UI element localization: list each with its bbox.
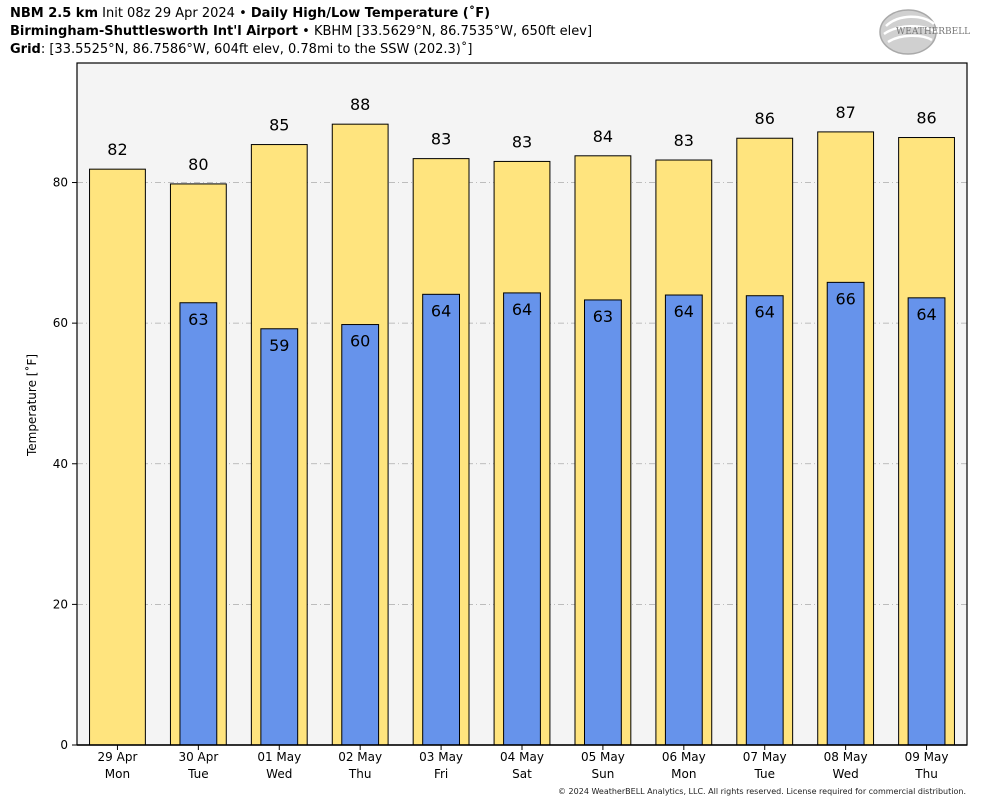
y-axis: 0 20 40 60 80	[53, 176, 77, 752]
high-temp-label: 87	[835, 103, 855, 122]
low-temp-bar	[745, 295, 784, 746]
x-tick-day: Wed	[266, 767, 292, 781]
x-tick-date: 30 Apr	[178, 750, 218, 764]
low-temp-bar	[503, 292, 541, 746]
x-tick-date: 29 Apr	[98, 750, 138, 764]
low-temp-label: 63	[593, 307, 613, 326]
low-temp-label: 64	[674, 302, 694, 321]
high-temp-label: 88	[350, 95, 370, 114]
chart-header-line-1: NBM 2.5 km Init 08z 29 Apr 2024 • Daily …	[10, 5, 490, 22]
high-temp-label: 86	[916, 109, 936, 128]
x-tick-day: Tue	[187, 767, 209, 781]
station-name: Birmingham-Shuttlesworth Int'l Airport	[10, 24, 299, 39]
high-temp-bar	[89, 168, 146, 746]
x-tick-date: 04 May	[500, 750, 544, 764]
x-tick-day: Fri	[434, 767, 448, 781]
high-temp-label: 82	[107, 140, 127, 159]
init-time: Init 08z 29 Apr 2024	[102, 6, 235, 21]
high-temp-label: 80	[188, 155, 208, 174]
low-temp-bar	[907, 297, 946, 746]
grid-details: : [33.5525°N, 86.7586°W, 604ft elev, 0.7…	[40, 42, 473, 57]
high-temp-label: 85	[269, 116, 289, 135]
x-axis: 29 Apr Mon 30 Apr Tue 01 May Wed 02 May Thu 03 M…	[98, 745, 949, 781]
x-tick-date: 03 May	[419, 750, 463, 764]
y-tick-label: 40	[53, 457, 68, 471]
low-temp-bar	[179, 302, 218, 746]
header-separator: •	[302, 24, 310, 39]
logo-wordmark: WEATHERBELL	[896, 27, 970, 37]
low-temp-label: 64	[755, 303, 775, 322]
low-temp-bar	[341, 324, 380, 746]
y-axis-label: Temperature [˚F]	[24, 354, 39, 457]
weatherbell-logo: WEATHERBELL	[879, 9, 970, 55]
x-tick-day: Sun	[591, 767, 614, 781]
x-tick-date: 05 May	[581, 750, 625, 764]
y-tick-label: 80	[53, 176, 68, 190]
low-temp-bar	[584, 299, 622, 746]
grid-label: Grid	[10, 42, 41, 57]
y-tick-label: 0	[60, 738, 68, 752]
high-temp-label: 83	[512, 132, 532, 151]
chart-header-line-2: Birmingham-Shuttlesworth Int'l Airport •…	[10, 23, 592, 40]
low-temp-label: 63	[188, 310, 208, 329]
x-tick-date: 01 May	[257, 750, 301, 764]
high-temp-label: 83	[431, 130, 451, 149]
low-temp-label: 66	[835, 289, 855, 308]
x-tick-day: Mon	[671, 767, 696, 781]
low-temp-label: 64	[916, 305, 936, 324]
y-tick-label: 20	[53, 597, 68, 611]
low-temp-label: 60	[350, 332, 370, 351]
x-tick-date: 06 May	[662, 750, 706, 764]
low-temp-bar	[664, 294, 703, 746]
high-temp-label: 86	[755, 109, 775, 128]
high-temp-label: 83	[674, 131, 694, 150]
copyright-footer: © 2024 WeatherBELL Analytics, LLC. All r…	[558, 787, 966, 796]
x-tick-date: 02 May	[338, 750, 382, 764]
low-temp-label: 59	[269, 336, 289, 355]
x-tick-day: Tue	[753, 767, 775, 781]
high-temp-label: 84	[593, 127, 613, 146]
x-tick-day: Wed	[833, 767, 859, 781]
low-temp-label: 64	[512, 300, 532, 319]
low-temp-label: 64	[431, 301, 451, 320]
low-temp-bar	[422, 293, 460, 746]
header-separator: •	[239, 6, 247, 21]
station-details: KBHM [33.5629°N, 86.7535°W, 650ft elev]	[313, 24, 593, 39]
x-tick-date: 08 May	[824, 750, 868, 764]
x-tick-date: 09 May	[905, 750, 949, 764]
bar-series: 82 80 63 85 59 88 60 83 64 83 64 84 63 83 64 86 64 87 66 86…	[89, 95, 955, 746]
chart-header-line-3: Grid: [33.5525°N, 86.7586°W, 604ft elev,…	[10, 41, 472, 58]
y-tick-label: 60	[53, 316, 68, 330]
model-name: NBM 2.5 km	[10, 6, 98, 21]
x-tick-day: Mon	[105, 767, 130, 781]
x-tick-day: Thu	[348, 767, 372, 781]
product-title: Daily High/Low Temperature (˚F)	[250, 6, 491, 21]
x-tick-day: Thu	[914, 767, 938, 781]
x-tick-day: Sat	[512, 767, 532, 781]
x-tick-date: 07 May	[743, 750, 787, 764]
low-temp-bar	[826, 281, 865, 746]
low-temp-bar	[260, 328, 299, 746]
